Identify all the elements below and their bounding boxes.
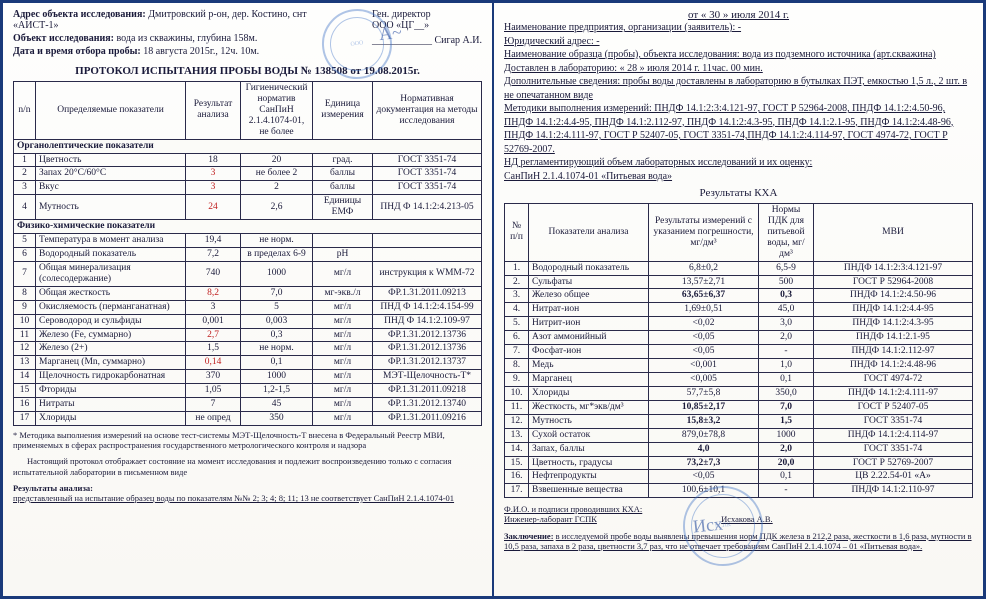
col-result: Результаты измерений с указанием погрешн…	[649, 204, 759, 262]
col-doc: Нормативная документация на методы иссле…	[373, 82, 482, 140]
col-param: Определяемые показатели	[36, 82, 186, 140]
table-row: 3.Железо общее63,65±6,370,3ПНДФ 14.1:2:4…	[505, 289, 973, 303]
table-row: 6.Азот аммонийный<0,052,0ПНДФ 14.1:2.1-9…	[505, 331, 973, 345]
col-norm: Нормы ПДК для питьевой воды, мг/дм³	[759, 204, 814, 262]
table-row: 5.Нитрит-ион<0,023,0ПНДФ 14.1:2:4.3-95	[505, 317, 973, 331]
h-deliv: Доставлен в лабораторию: « 28 » июля 201…	[504, 62, 973, 76]
object-line: Объект исследования: вода из скважины, г…	[13, 33, 313, 44]
col-unit: Единица измерения	[313, 82, 373, 140]
table-row: 5Температура в момент анализа19,4не норм…	[14, 234, 482, 248]
table-row: 8Общая жесткость8,27,0мг-экв./лФР.1.31.2…	[14, 286, 482, 300]
table-row: 12Железо (2+)1,5не норм.мг/лФР.1.31.2012…	[14, 342, 482, 356]
gendir-label: Ген. директор	[372, 9, 482, 20]
section-row: Физико-химические показатели	[14, 220, 482, 234]
table-row: 7.Фосфат-ион<0,05-ПНДФ 14.1:2.112-97	[505, 345, 973, 359]
table-row: 15.Цветность, градусы73,2±7,320,0ГОСТ Р …	[505, 456, 973, 470]
table-row: 14.Запах, баллы4,02,0ГОСТ 3351-74	[505, 442, 973, 456]
col-norm: Гигиенический норматив СанПиН 2.1.4.1074…	[241, 82, 313, 140]
table-row: 10Сероводород и сульфиды0,0010,003мг/лПН…	[14, 314, 482, 328]
col-num: n/n	[14, 82, 36, 140]
date-line: Дата и время отбора пробы: 18 августа 20…	[13, 46, 313, 57]
table-row: 13.Сухой остаток879,0±78,81000ПНДФ 14.1:…	[505, 428, 973, 442]
table-row: 2.Сульфаты13,57±2,71500ГОСТ Р 52964-2008	[505, 275, 973, 289]
h-methods: Методики выполнения измерений: ПНДФ 14.1…	[504, 102, 973, 156]
table-row: 8.Медь<0,0011,0ПНДФ 14.1:2:4.48-96	[505, 359, 973, 373]
footnote-1: * Методика выполнения измерений на основ…	[13, 430, 482, 450]
h-sanpin: СанПиН 2.1.4.1074-01 «Питьевая вода»	[504, 170, 973, 184]
protocol-title: ПРОТОКОЛ ИСПЫТАНИЯ ПРОБЫ ВОДЫ № 138508 о…	[13, 65, 482, 77]
document-container: ООО A~ Адрес объекта исследования: Дмитр…	[0, 0, 986, 599]
ooo-label: ООО «ЦГ__»	[372, 20, 482, 31]
h-sample: Наименование образца (пробы), объекта ис…	[504, 48, 973, 62]
table-row: 17.Взвешенные вещества100,6±10,1-ПНДФ 14…	[505, 484, 973, 498]
table-row: 16.Нефтепродукты<0,050,1ЦВ 2.22.54-01 «А…	[505, 470, 973, 484]
footnote-2: Настоящий протокол отображает состояние …	[13, 456, 482, 476]
table-row: 13Марганец (Mn, суммарно)0,140,1мг/лФР.1…	[14, 356, 482, 370]
table-row: 4Мутность242,6Единицы ЕМФПНД Ф 14.1:2:4.…	[14, 195, 482, 220]
table-row: 1.Водородный показатель6,8±0,26,5-9ПНДФ …	[505, 261, 973, 275]
sigar-name: ____________ Сигар А.И.	[372, 35, 482, 46]
table-row: 3Вкус32баллыГОСТ 3351-74	[14, 181, 482, 195]
h-extra: Дополнительные сведения: пробы воды дост…	[504, 75, 973, 102]
table-row: 4.Нитрат-ион1,69±0,5145,0ПНДФ 14.1:2:4.4…	[505, 303, 973, 317]
right-results-table: № п/п Показатели анализа Результаты изме…	[504, 203, 973, 498]
h-org: Наименование предприятия, организации (з…	[504, 21, 973, 35]
table-row: 15Фториды1,051,2-1,5мг/лФР.1.31.2011.092…	[14, 384, 482, 398]
result-summary: Результаты анализа: представленный на ис…	[13, 483, 482, 503]
fio-line: Ф.И.О. и подписи проводивших КХА: Инжене…	[504, 504, 973, 524]
table-row: 2Запах 20°С/60°С3не более 2баллыГОСТ 335…	[14, 167, 482, 181]
section-row: Органолептические показатели	[14, 139, 482, 153]
right-date: от « 30 » июля 2014 г.	[504, 9, 973, 21]
table-row: 12.Мутность15,8±3,21,5ГОСТ 3351-74	[505, 414, 973, 428]
table-row: 1Цветность1820град.ГОСТ 3351-74	[14, 153, 482, 167]
col-result: Результат анализа	[186, 82, 241, 140]
table-row: 7Общая минерализация (солесодержание)740…	[14, 261, 482, 286]
left-results-table: n/n Определяемые показатели Результат ан…	[13, 81, 482, 426]
conclusion: Заключение: в исследуемой пробе воды выя…	[504, 531, 973, 551]
right-header-block: Наименование предприятия, организации (з…	[504, 21, 973, 183]
table-row: 11Железо (Fe, суммарно)2,70,3мг/лФР.1.31…	[14, 328, 482, 342]
right-protocol-panel: ГСПК Исх от « 30 » июля 2014 г. Наименов…	[494, 3, 983, 596]
col-num: № п/п	[505, 204, 529, 262]
table-row: 11.Жесткость, мг*экв/дм³10,85±2,177,0ГОС…	[505, 400, 973, 414]
address-line: Адрес объекта исследования: Дмитровский …	[13, 9, 313, 31]
left-protocol-panel: ООО A~ Адрес объекта исследования: Дмитр…	[3, 3, 494, 596]
h-addr: Юридический адрес: -	[504, 35, 973, 49]
table-header-row: № п/п Показатели анализа Результаты изме…	[505, 204, 973, 262]
table-header-row: n/n Определяемые показатели Результат ан…	[14, 82, 482, 140]
table-row: 14Щелочность гидрокарбонатная3701000мг/л…	[14, 370, 482, 384]
col-mvi: МВИ	[814, 204, 973, 262]
table-row: 16Нитраты745мг/лФР.1.31.2012.13740	[14, 398, 482, 412]
table-row: 10.Хлориды57,7±5,8350,0ПНДФ 14.1:2:4.111…	[505, 386, 973, 400]
h-nd: НД регламентирующий объем лабораторных и…	[504, 156, 973, 170]
table-row: 6Водородный показатель7,2в пределах 6-9p…	[14, 247, 482, 261]
col-param: Показатели анализа	[529, 204, 649, 262]
right-table-title: Результаты КХА	[504, 187, 973, 199]
table-row: 9.Марганец<0,0050,1ГОСТ 4974-72	[505, 372, 973, 386]
table-row: 17Хлоридыне опред350мг/лФР.1.31.2011.092…	[14, 412, 482, 426]
table-row: 9Окисляемость (перманганатная)35мг/лПНД …	[14, 300, 482, 314]
